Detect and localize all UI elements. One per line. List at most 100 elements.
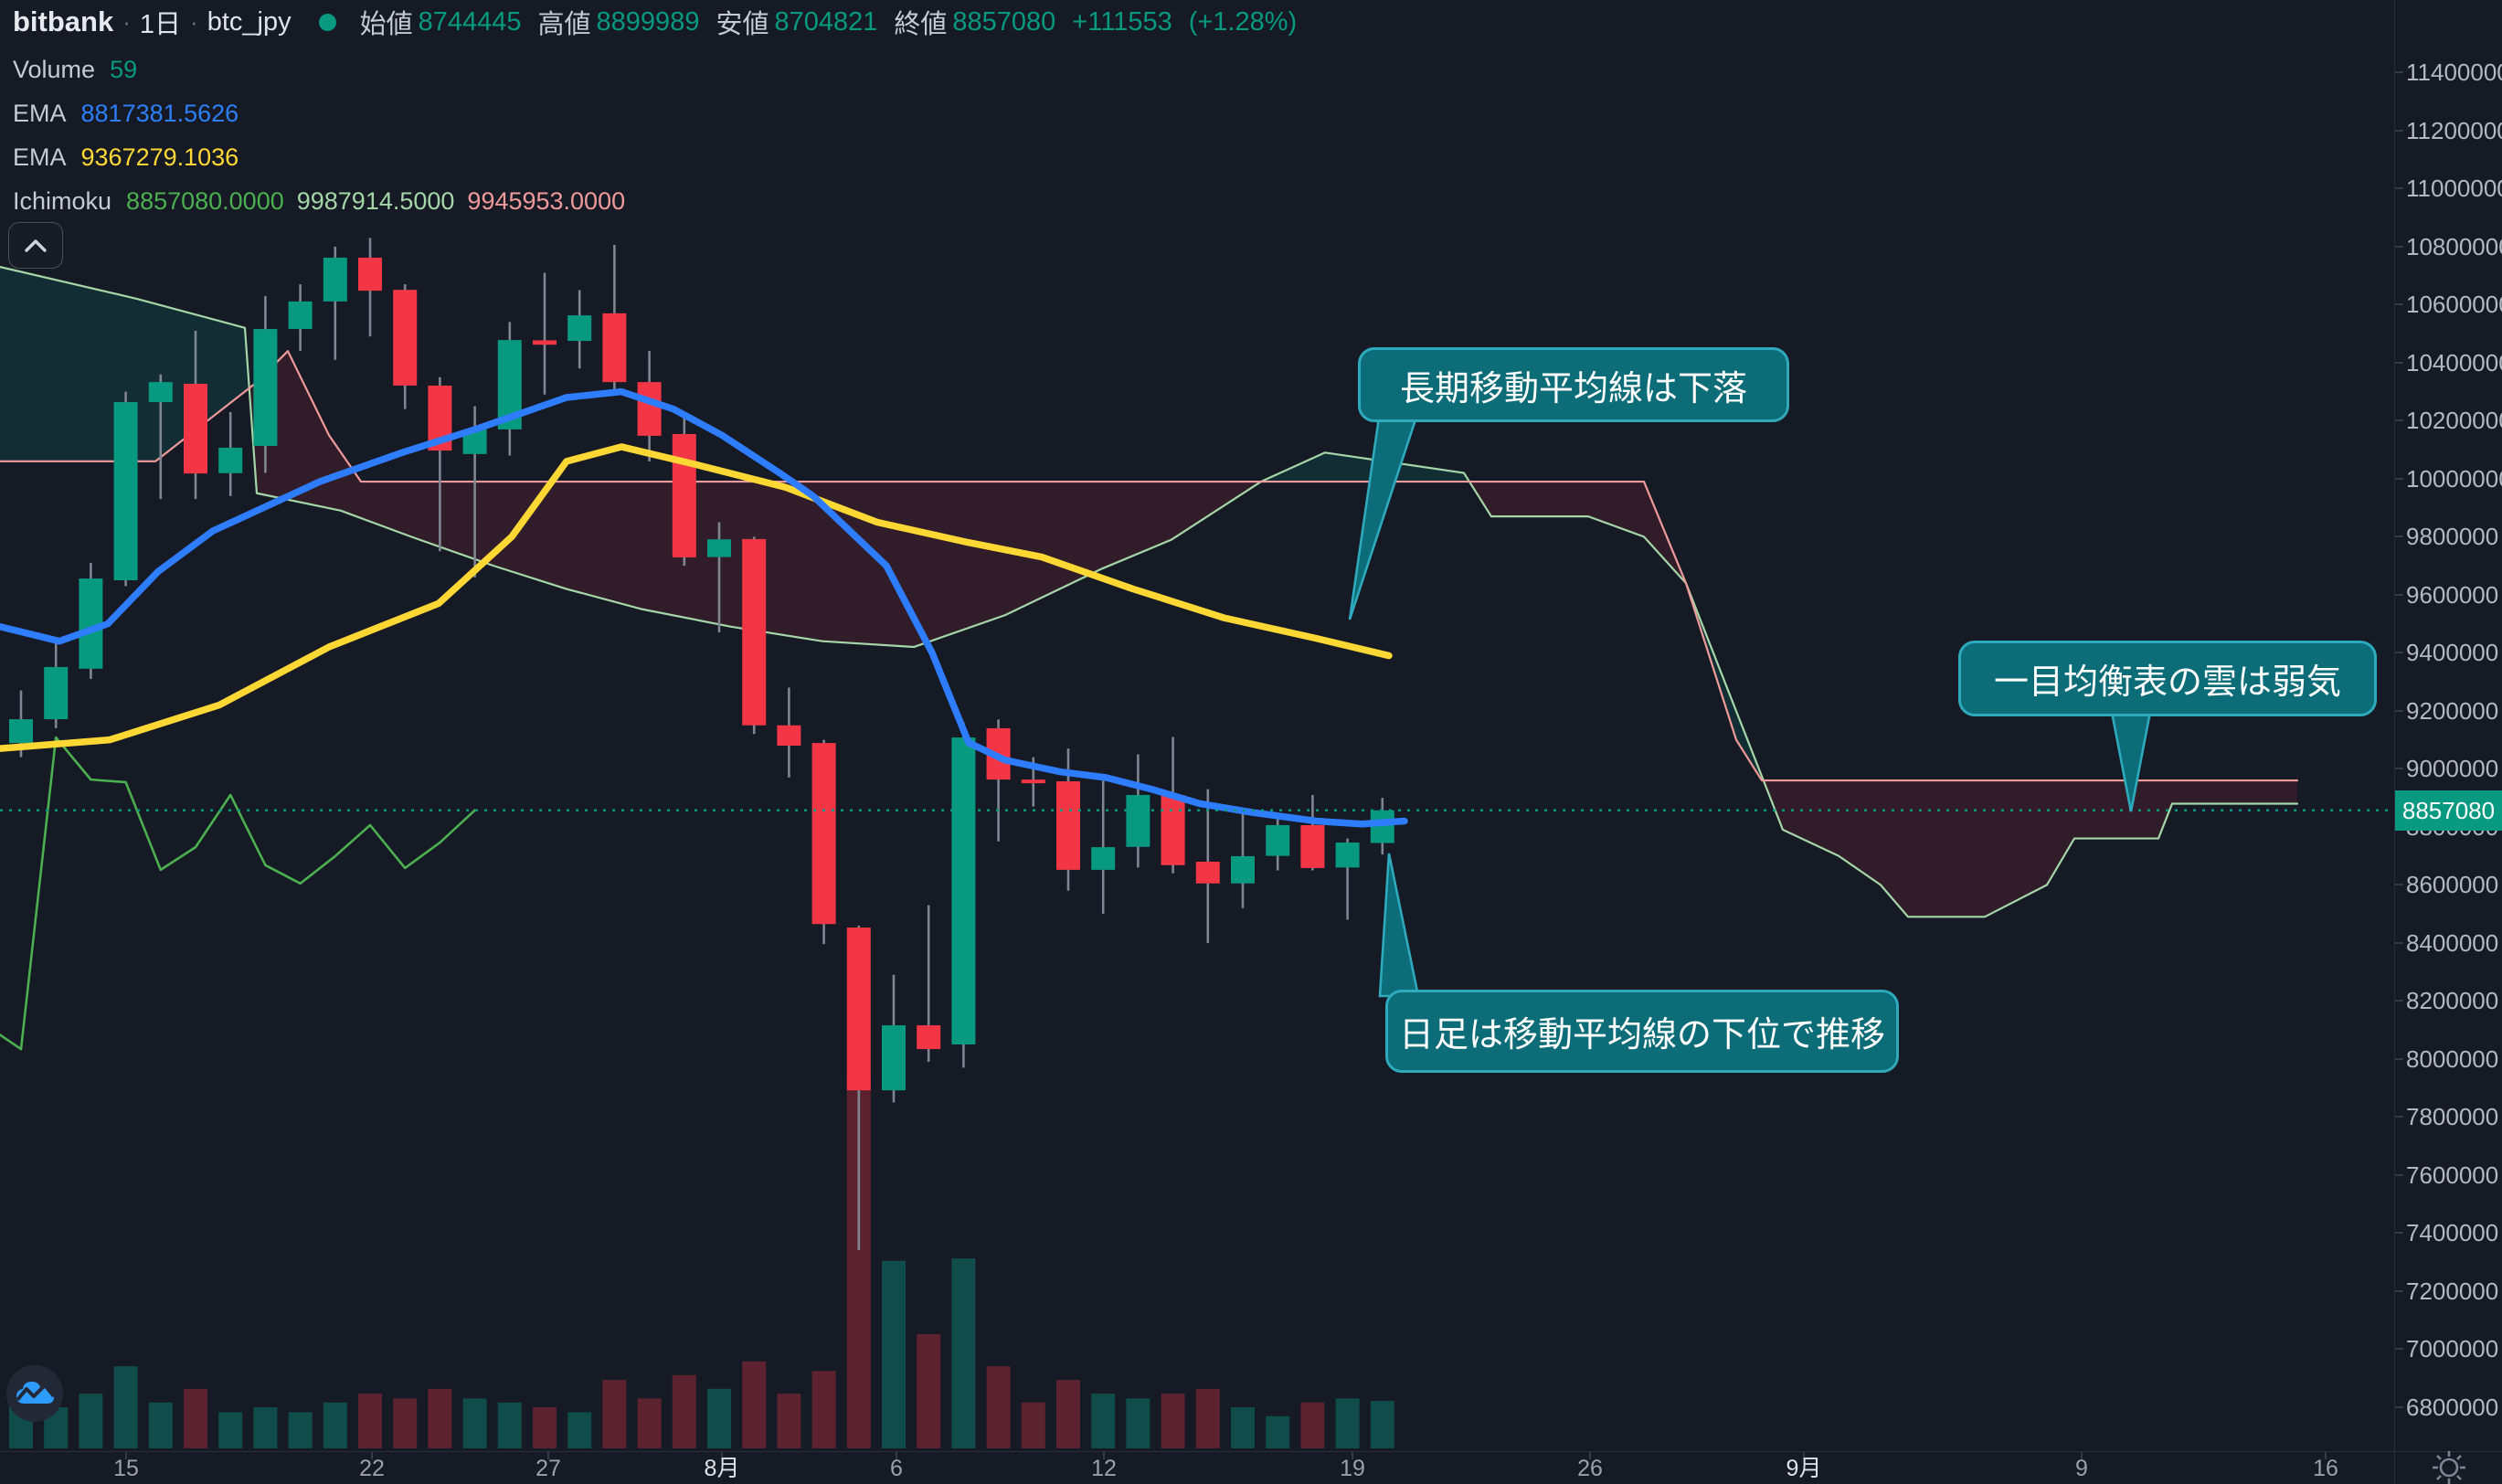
volume-bar — [358, 1394, 382, 1448]
price-axis-label: 8000000 — [2406, 1044, 2499, 1073]
price-axis-label: 7600000 — [2406, 1161, 2499, 1189]
candle-body — [811, 743, 836, 925]
ema-fast-line — [0, 387, 1408, 828]
candle-body — [1126, 794, 1150, 847]
candle-body — [1056, 781, 1080, 870]
price-axis[interactable]: 11400000 11200000 11000000 10800000 10600000… — [2394, 0, 2502, 1451]
ichimoku-row[interactable]: Ichimoku 8857080.0000 9987914.5000 99459… — [13, 183, 625, 219]
candle-body — [218, 447, 243, 473]
low-value: 8704821 — [774, 6, 878, 37]
volume-bar — [567, 1412, 592, 1448]
chart-canvas[interactable] — [0, 0, 2502, 1451]
volume-row[interactable]: Volume 59 — [13, 51, 137, 88]
price-tick — [2395, 941, 2403, 944]
candle-body — [707, 539, 731, 557]
ema-lines-layer — [0, 387, 1408, 828]
candle-body — [9, 719, 33, 744]
close-value: 8857080 — [952, 6, 1056, 37]
ema-slow-row[interactable]: EMA 9367279.1036 — [13, 139, 239, 175]
price-axis-label: 9600000 — [2406, 580, 2499, 609]
price-axis-label: 7800000 — [2406, 1103, 2499, 1131]
separator-dot: · — [190, 7, 198, 36]
volume-bar — [1126, 1398, 1150, 1448]
price-tick — [2395, 1232, 2403, 1235]
ema-fast-row[interactable]: EMA 8817381.5626 — [13, 95, 239, 132]
time-tick — [1352, 1452, 1353, 1459]
price-tick — [2395, 303, 2403, 306]
price-axis-label: 8200000 — [2406, 987, 2499, 1015]
candle-body — [113, 402, 138, 581]
time-axis[interactable]: 15 22 27 8月 6 12 19 26 9月 9 16 — [0, 1451, 2502, 1484]
time-tick — [2081, 1452, 2083, 1459]
candle-body — [323, 257, 347, 302]
time-tick — [2325, 1452, 2327, 1459]
candle-body — [777, 725, 801, 746]
annotation-tail — [1348, 409, 1420, 620]
price-tick — [2395, 1116, 2403, 1118]
price-tick — [2395, 1289, 2403, 1292]
volume-bar — [428, 1388, 452, 1448]
volume-bar — [811, 1371, 836, 1448]
annotation-ichimoku-cloud-bearish[interactable]: 一目均衡表の雲は弱気 — [1958, 641, 2377, 716]
price-tick — [2395, 477, 2403, 480]
volume-bar — [148, 1402, 173, 1448]
high-label: 高値 — [537, 10, 591, 39]
candle-body — [1370, 810, 1394, 843]
price-axis-label: 7200000 — [2406, 1277, 2499, 1305]
senkou-b-line — [0, 350, 2299, 782]
price-tick — [2395, 1057, 2403, 1060]
chart-provider-logo-button[interactable] — [6, 1365, 63, 1422]
candle-body — [184, 384, 207, 474]
time-axis-label: 22 — [359, 1456, 385, 1481]
volume-bar — [1335, 1398, 1360, 1448]
candle-body — [1335, 843, 1360, 868]
ichimoku-chikou-value: 8857080.0000 — [126, 186, 284, 215]
candle-body — [742, 538, 767, 726]
theme-sun-icon[interactable] — [2429, 1447, 2469, 1484]
volume-bar — [951, 1258, 976, 1448]
price-tick — [2395, 709, 2403, 712]
interval-label[interactable]: 1日 — [139, 10, 182, 39]
price-axis-label: 7400000 — [2406, 1219, 2499, 1247]
price-axis-label: 9800000 — [2406, 523, 2499, 551]
time-tick — [721, 1452, 723, 1459]
annotation-daily-below-ma[interactable]: 日足は移動平均線の下位で推移 — [1385, 990, 1899, 1073]
close-label: 終値 — [894, 10, 948, 39]
volume-bar — [288, 1412, 313, 1448]
price-tick — [2395, 71, 2403, 74]
volume-value: 59 — [110, 55, 138, 83]
volume-bar — [917, 1333, 941, 1448]
chevron-up-icon — [25, 238, 47, 252]
volume-bars-layer — [9, 1076, 1394, 1448]
volume-bar — [1195, 1388, 1220, 1448]
symbol-row[interactable]: bitbank · 1日 · btc_jpy 始値 8744445 高値 889… — [13, 4, 1313, 40]
price-axis-label: 11400000 — [2406, 58, 2502, 87]
chikou-span-line — [0, 736, 476, 1051]
time-axis-label: 16 — [2313, 1456, 2338, 1481]
volume-bar — [1056, 1380, 1080, 1448]
volume-bar — [637, 1398, 662, 1448]
time-tick — [547, 1452, 549, 1459]
time-tick — [1589, 1452, 1591, 1459]
symbol-name[interactable]: bitbank — [13, 5, 114, 37]
candle-body — [1266, 824, 1290, 856]
volume-bar — [1266, 1415, 1290, 1448]
senkou-a-line — [0, 266, 2299, 918]
price-axis-label: 8400000 — [2406, 928, 2499, 957]
pair-label[interactable]: btc_jpy — [207, 6, 292, 37]
time-axis-label: 9 — [2075, 1456, 2088, 1481]
candle-body — [846, 928, 871, 1091]
time-axis-label: 8月 — [704, 1456, 740, 1481]
price-tick — [2395, 419, 2403, 422]
annotation-long-ma-falling[interactable]: 長期移動平均線は下落 — [1358, 347, 1789, 422]
volume-bar — [462, 1398, 487, 1448]
price-tick — [2395, 1348, 2403, 1351]
volume-bar — [882, 1260, 906, 1448]
legend-collapse-button[interactable] — [8, 222, 63, 269]
candle-body — [148, 382, 173, 403]
time-tick — [125, 1452, 127, 1459]
candle-body — [1091, 847, 1116, 870]
candles-layer — [9, 238, 1394, 1251]
price-tick — [2395, 1000, 2403, 1002]
